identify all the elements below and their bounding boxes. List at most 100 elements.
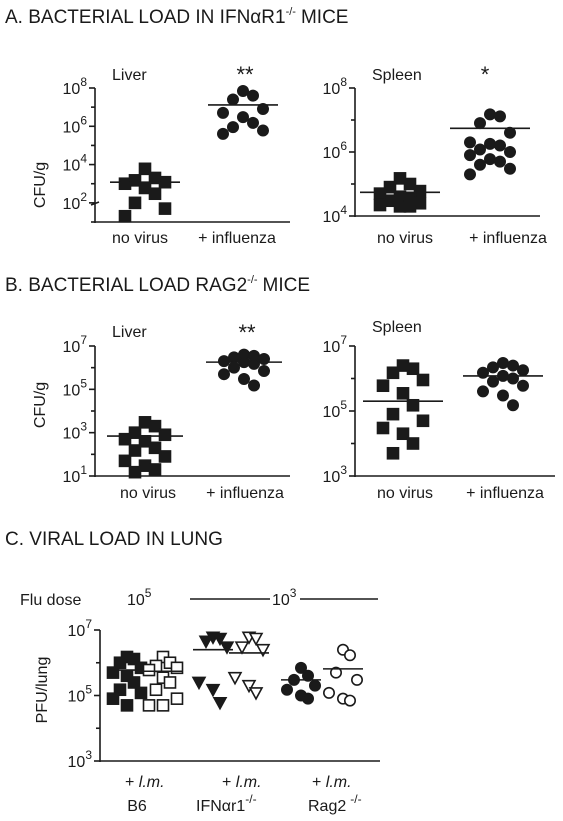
B-liver-tick-label-3: 107 [63,333,88,356]
A-liver-point-1-6 [247,116,260,129]
A-liver-point-1-1 [247,89,260,102]
A-liver-tick-label-3: 108 [63,75,88,98]
A-liver-point-1-5 [237,111,250,124]
C-lung-point-4-6 [301,692,314,705]
C-lung-point-3-1 [248,632,264,647]
A-spleen-point-1-7 [473,143,486,156]
B-liver-point-0-7 [128,444,142,457]
A-spleen-tick-label-0: 104 [323,203,348,226]
A-spleen-point-0-1 [403,177,417,191]
C-lung-point-5-2 [329,666,342,679]
B-liver-point-0-12 [128,465,142,479]
chart-a-spleen-cat-0: no virus [377,230,433,247]
C-lung-point-4-3 [308,679,321,692]
A-liver-point-1-0 [237,84,250,97]
A-liver-point-1-4 [217,106,230,119]
B-liver-tick-label-1: 103 [63,420,88,443]
B-spleen-point-1-7 [486,375,499,388]
B-spleen-point-1-2 [486,361,499,374]
chart-a-spleen-cat-1: + influenza [469,230,547,247]
chart-b-liver-cat-1: + influenza [206,485,284,502]
C-lung-point-3-3 [255,643,271,658]
chart-a-spleen-significance: * [481,62,490,87]
B-liver-point-1-10 [238,372,251,385]
section-b-title: B. BACTERIAL LOAD RAG2-/- MICE [5,274,310,296]
chart-b-liver-ylabel: CFU/g [32,382,49,428]
chart-b-liver-cat-0: no virus [120,485,176,502]
A-liver-point-0-7 [128,196,142,210]
B-spleen-point-0-6 [406,398,420,412]
A-liver-tick-label-2: 106 [63,113,88,136]
C-lung-point-0-9 [106,692,120,705]
A-liver-point-0-8 [158,202,172,215]
C-lung-point-1-3 [170,661,184,675]
C-lung-point-4-1 [301,669,314,682]
A-spleen-point-0-9 [373,198,387,212]
B-liver-tick-label-0: 101 [63,463,88,486]
B-spleen-point-0-3 [416,373,430,387]
C-lung-point-0-7 [113,683,127,697]
B-liver-point-1-7 [228,361,241,374]
B-liver-point-1-9 [218,368,231,381]
chart-c-lung: PFU/lung + l.m. B6 + l.m. IFNαr1-/- + l.… [34,617,380,815]
chart-b-spleen: Spleen no virus + influenza 103 105 107 [323,319,555,502]
B-liver-point-0-4 [118,432,132,446]
C-lung-point-0-6 [127,676,141,689]
A-spleen-point-1-12 [473,158,486,171]
chart-b-liver: Liver CFU/g no virus + influenza ** 101 1… [32,320,290,502]
B-spleen-point-1-0 [496,356,509,369]
A-liver-point-1-2 [227,93,240,106]
B-liver-point-0-9 [118,454,132,468]
chart-a-liver-cat-0: no virus [112,230,168,247]
A-spleen-point-1-4 [463,136,476,149]
B-spleen-point-0-4 [376,379,390,393]
chart-c-group-1-label: IFNαr1-/- [196,792,257,815]
chart-a-liver-significance: ** [236,62,254,87]
C-lung-tick-label-1: 105 [68,683,93,706]
C-lung-point-3-2 [234,641,250,655]
B-liver-point-0-8 [158,450,172,463]
B-liver-point-1-8 [257,365,270,378]
C-lung-point-4-0 [294,661,307,674]
B-spleen-point-1-8 [516,379,529,392]
C-lung-point-3-5 [241,679,257,694]
chart-a-liver-ylabel: CFU/g [32,162,49,208]
chart-a-liver: Liver CFU/g no virus + influenza ** 102 1… [32,62,290,247]
C-lung-point-1-10 [156,699,170,712]
chart-a-liver-cat-1: + influenza [198,230,276,247]
A-spleen-point-1-6 [493,139,506,152]
B-spleen-point-0-1 [406,362,420,376]
B-spleen-point-0-11 [406,437,420,450]
chart-c-ylabel: PFU/lung [34,657,51,724]
chart-b-spleen-title: Spleen [372,319,422,336]
B-spleen-tick-label-0: 103 [323,463,348,486]
chart-c-group-0-label: B6 [127,798,147,815]
C-lung-point-0-8 [134,686,148,700]
B-liver-point-1-11 [248,379,261,392]
C-lung-point-0-10 [120,699,134,712]
chart-a-spleen-title: Spleen [372,67,422,84]
B-spleen-point-1-3 [516,364,529,377]
C-lung-point-0-2 [113,656,127,670]
A-spleen-tick-label-2: 108 [323,75,348,98]
C-lung-point-5-3 [350,673,363,686]
section-a-title: A. BACTERIAL LOAD IN IFNαR1-/- MICE [5,6,348,28]
B-spleen-tick-label-2: 107 [323,333,348,356]
B-spleen-tick-label-1: 105 [323,398,348,421]
C-lung-point-4-4 [280,683,293,696]
C-lung-point-2-1 [212,632,228,647]
A-liver-point-1-7 [227,121,240,134]
chart-b-liver-title: Liver [112,324,147,341]
C-lung-point-3-6 [248,687,264,701]
C-lung-point-2-4 [191,676,207,691]
B-spleen-point-0-7 [386,407,400,421]
C-lung-tick-label-2: 107 [68,617,93,640]
chart-b-spleen-cat-0: no virus [377,485,433,502]
C-lung-tick-label-0: 103 [68,748,93,771]
A-spleen-point-1-1 [493,110,506,123]
A-spleen-point-0-11 [403,200,417,213]
B-liver-point-0-1 [148,419,162,433]
B-liver-point-0-3 [158,428,172,442]
A-liver-point-0-9 [118,209,132,223]
